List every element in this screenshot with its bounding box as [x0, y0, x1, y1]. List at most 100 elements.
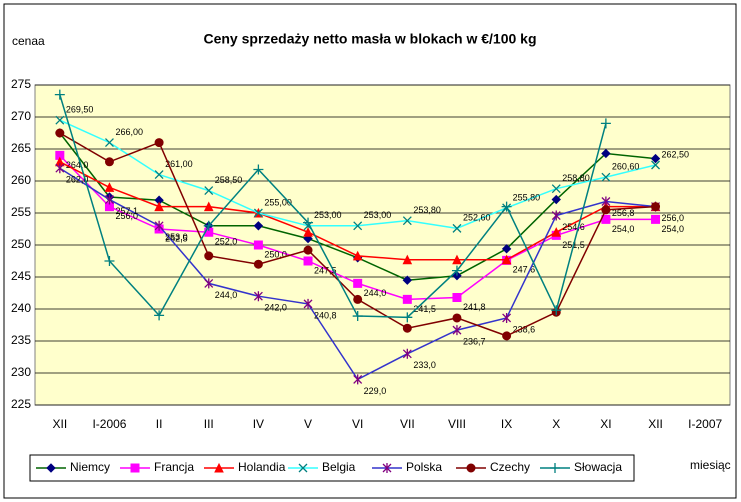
data-label: 255,80 [513, 192, 541, 202]
marker [551, 194, 561, 205]
data-label: 256,0 [662, 213, 685, 223]
y-tick-label: 250 [11, 237, 31, 251]
marker [55, 115, 65, 125]
y-tick-label: 230 [11, 365, 31, 379]
x-tick-label: IX [501, 417, 512, 431]
data-label: 254,0 [662, 224, 685, 234]
marker [253, 221, 264, 231]
y-tick-label: 240 [11, 301, 31, 315]
marker [451, 265, 462, 276]
marker [402, 323, 412, 333]
marker [353, 294, 363, 304]
x-tick-label: VII [400, 417, 415, 431]
marker [502, 312, 512, 323]
marker [382, 463, 392, 473]
marker [253, 208, 263, 218]
marker [253, 291, 263, 302]
marker [502, 331, 512, 341]
marker [501, 244, 512, 254]
y-tick-label: 225 [11, 397, 31, 411]
data-label: 242,0 [264, 303, 287, 313]
data-label: 252,60 [463, 213, 491, 223]
x-tick-label: VI [352, 417, 363, 431]
marker [550, 463, 560, 473]
marker [466, 463, 476, 473]
marker [551, 210, 561, 221]
data-label: 252,0 [215, 237, 238, 247]
data-label: 253,0 [165, 232, 188, 242]
marker [253, 240, 263, 250]
marker [55, 150, 65, 160]
series-line [59, 94, 607, 319]
marker [104, 182, 115, 192]
legend-label: Francja [154, 460, 194, 474]
data-label: 250,0 [264, 249, 287, 259]
data-label: 238,6 [513, 324, 536, 334]
marker [452, 223, 462, 233]
y-tick-label: 275 [11, 77, 31, 91]
legend-label: Holandia [238, 460, 286, 474]
y-tick-label: 270 [11, 109, 31, 123]
marker [651, 202, 661, 212]
marker [105, 194, 114, 205]
data-label: 241,8 [463, 302, 486, 312]
marker [402, 254, 413, 265]
marker [651, 160, 660, 170]
legend-label: Niemcy [70, 460, 110, 474]
marker [203, 201, 214, 212]
y-tick-label: 245 [11, 269, 31, 283]
marker [55, 128, 65, 138]
marker [501, 201, 512, 212]
marker [551, 184, 561, 194]
data-label: 240,8 [314, 310, 337, 320]
marker [303, 256, 313, 266]
y-tick-label: 255 [11, 205, 31, 219]
marker [303, 227, 313, 237]
y-tick-label: 260 [11, 173, 31, 187]
marker [551, 227, 562, 237]
marker [46, 463, 56, 473]
marker [204, 186, 214, 196]
marker [402, 348, 412, 359]
data-label: 256,8 [612, 208, 635, 218]
x-tick-label: XI [600, 417, 611, 431]
data-label: 253,80 [413, 205, 441, 215]
data-label: 261,00 [165, 159, 193, 169]
marker [501, 254, 512, 265]
marker [551, 305, 562, 316]
marker [452, 254, 462, 265]
marker [253, 259, 263, 269]
marker [54, 89, 65, 100]
marker [601, 214, 611, 224]
legend-label: Belgia [322, 460, 356, 474]
data-label: 244,0 [215, 290, 238, 300]
marker [651, 214, 661, 224]
marker [601, 148, 611, 159]
data-label: 253,00 [364, 210, 392, 220]
data-label: 258,80 [562, 173, 590, 183]
data-label: 247,5 [314, 265, 337, 275]
data-label: 255,00 [264, 197, 292, 207]
marker [452, 292, 462, 302]
data-label: 269,50 [66, 105, 94, 115]
y-axis-label: cenaa [12, 34, 45, 48]
marker [452, 325, 462, 336]
marker [303, 298, 313, 309]
marker [203, 220, 214, 231]
data-label: 262,0 [66, 175, 89, 185]
marker [154, 170, 164, 180]
marker [452, 271, 462, 281]
data-label: 247,6 [513, 265, 536, 275]
data-label: 264,0 [66, 160, 89, 170]
marker [154, 220, 164, 231]
marker [154, 138, 164, 148]
marker [601, 205, 611, 215]
data-label: 256,0 [115, 211, 138, 221]
marker [352, 250, 363, 261]
marker [154, 310, 165, 321]
x-tick-label: V [304, 417, 312, 431]
marker [353, 278, 363, 288]
x-axis-label: miesiąc [690, 458, 731, 472]
marker [352, 311, 363, 322]
